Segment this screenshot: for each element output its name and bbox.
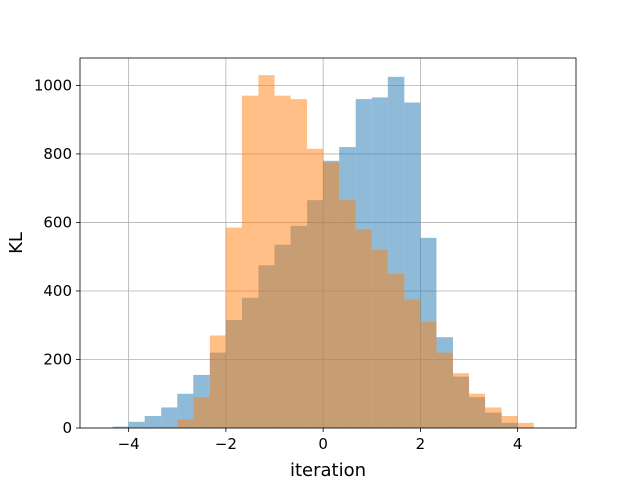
y-tick-label: 1000	[34, 76, 72, 94]
histogram-bar-series-2	[225, 227, 242, 428]
histogram-bar-series-2	[209, 335, 226, 428]
y-axis-label: KL	[6, 232, 27, 254]
histogram-bar-series-1	[112, 426, 129, 428]
histogram-bar-series-2	[469, 393, 486, 428]
x-tick-label: 2	[416, 435, 426, 453]
histogram-bar-series-1	[128, 421, 145, 428]
histogram-bar-series-2	[193, 397, 210, 428]
y-tick-label: 800	[43, 145, 72, 163]
histogram-bar-series-2	[290, 99, 308, 428]
y-tick-label: 600	[43, 213, 72, 231]
x-axis-label: iteration	[290, 460, 366, 480]
x-tick-label: −2	[215, 435, 237, 453]
plot-frame	[79, 57, 577, 429]
histogram-bar-series-2	[323, 162, 340, 429]
axis-ticks: −4 −2 0 2 4 0 200 400 600 800 1000	[34, 76, 523, 453]
histogram-bar-series-2	[371, 249, 388, 428]
y-tick-label: 400	[43, 282, 72, 300]
histogram-bar-series-2	[452, 373, 470, 428]
histogram-bar-series-2	[355, 229, 372, 428]
histogram-bar-series-1	[144, 416, 162, 428]
histogram-bars	[112, 75, 534, 429]
y-tick-label: 0	[62, 419, 72, 437]
x-tick-label: 0	[318, 435, 328, 453]
histogram-bar-series-2	[177, 419, 194, 428]
histogram-bar-series-2	[274, 95, 291, 429]
histogram-bar-series-2	[307, 148, 324, 428]
histogram-bar-series-2	[501, 416, 518, 428]
x-tick-label: 4	[513, 435, 523, 453]
histogram-bar-series-2	[241, 95, 259, 429]
histogram-bar-series-2	[258, 75, 275, 428]
x-tick-label: −4	[118, 435, 140, 453]
histogram-bar-series-2	[485, 407, 502, 428]
histogram-bar-series-2	[339, 200, 356, 428]
histogram-bar-series-2	[387, 273, 405, 428]
histogram-bar-series-2	[436, 352, 453, 428]
y-tick-label: 200	[43, 350, 72, 368]
histogram-bar-series-2	[420, 321, 437, 428]
histogram-bar-series-2	[517, 422, 534, 428]
histogram-bar-series-2	[404, 299, 421, 428]
histogram-bar-series-1	[161, 407, 178, 428]
